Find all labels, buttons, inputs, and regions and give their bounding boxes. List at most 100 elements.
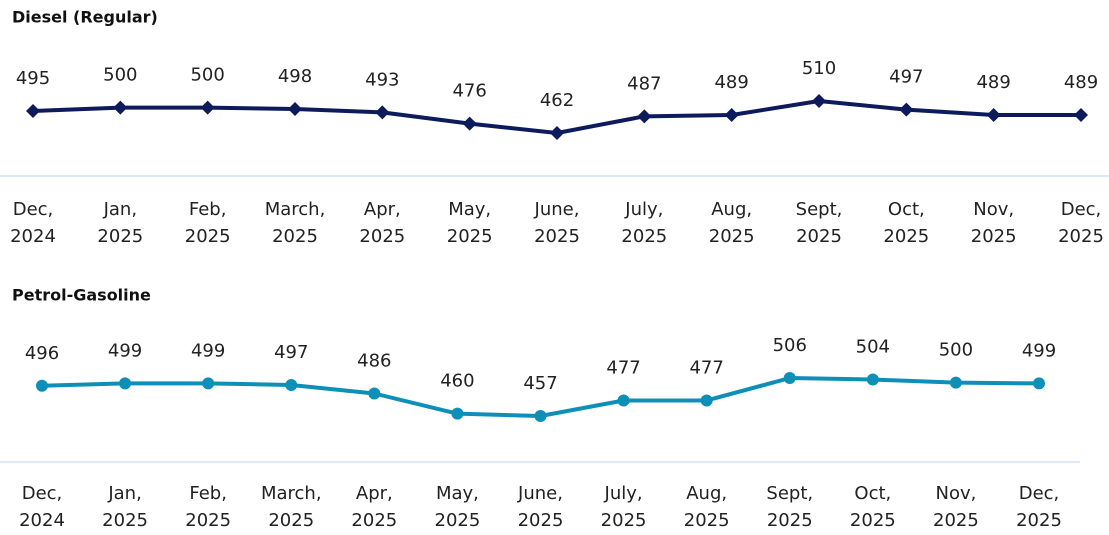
x-tick-label: 2025 — [601, 510, 647, 531]
x-tick-label: 2025 — [1016, 510, 1062, 531]
x-tick-label: 2025 — [268, 510, 314, 531]
marker — [113, 100, 128, 115]
data-label: 500 — [103, 65, 137, 86]
marker — [617, 394, 630, 407]
x-tick-label: March, — [261, 483, 322, 504]
x-tick-label: 2025 — [359, 226, 405, 247]
marker — [36, 379, 48, 392]
x-tick-label: Dec, — [1019, 483, 1060, 504]
data-label: 504 — [856, 337, 890, 358]
x-tick-label: Aug, — [686, 483, 727, 504]
x-tick-label: May, — [436, 483, 479, 504]
data-label: 477 — [606, 357, 640, 378]
data-label: 499 — [191, 340, 225, 361]
marker — [986, 108, 1001, 122]
data-label: 489 — [714, 72, 748, 93]
x-tick-label: 2025 — [709, 226, 755, 247]
x-tick-label: Apr, — [356, 483, 393, 504]
x-tick-label: 2025 — [518, 510, 564, 531]
data-label: 460 — [440, 371, 474, 392]
x-tick-label: 2025 — [1058, 226, 1104, 247]
x-tick-label: Dec, — [13, 199, 54, 220]
x-tick-label: June, — [534, 199, 580, 220]
data-label: 506 — [773, 335, 807, 356]
marker — [637, 109, 652, 124]
x-tick-label: Jan, — [103, 199, 137, 220]
x-tick-label: Oct, — [888, 199, 925, 220]
marker — [119, 377, 132, 390]
x-tick-label: 2025 — [971, 226, 1017, 247]
data-label: 499 — [1022, 340, 1056, 361]
x-tick-label: 2025 — [102, 510, 148, 531]
x-tick-label: Feb, — [189, 483, 227, 504]
data-label: 495 — [16, 68, 50, 89]
x-tick-label: 2025 — [97, 226, 143, 247]
x-tick-label: Nov, — [935, 483, 976, 504]
x-tick-label: 2025 — [796, 226, 842, 247]
data-label: 486 — [357, 351, 391, 372]
data-label: 476 — [452, 81, 486, 102]
x-tick-label: 2025 — [185, 510, 231, 531]
marker — [200, 100, 215, 115]
x-tick-label: July, — [624, 199, 663, 220]
x-tick-label: Aug, — [711, 199, 752, 220]
x-tick-label: July, — [604, 483, 643, 504]
x-tick-label: Oct, — [854, 483, 891, 504]
marker — [462, 116, 477, 131]
x-tick-label: 2025 — [883, 226, 929, 247]
x-tick-label: 2025 — [534, 226, 580, 247]
x-tick-label: 2024 — [19, 510, 65, 531]
x-tick-label: 2025 — [767, 510, 813, 531]
marker — [288, 102, 302, 116]
x-tick-label: 2025 — [435, 510, 481, 531]
x-tick-label: May, — [448, 199, 491, 220]
x-tick-label: 2025 — [933, 510, 979, 531]
data-label: 496 — [25, 343, 59, 364]
data-label: 500 — [939, 340, 973, 361]
marker — [368, 387, 381, 400]
marker — [1033, 377, 1045, 390]
marker — [26, 104, 40, 118]
marker — [812, 94, 826, 108]
data-label: 500 — [190, 65, 224, 86]
marker — [375, 105, 390, 120]
x-tick-label: 2025 — [272, 226, 318, 247]
data-label: 497 — [274, 342, 308, 363]
chart-title: Petrol-Gasoline — [12, 286, 151, 305]
marker — [550, 126, 564, 140]
marker — [866, 373, 879, 386]
x-tick-label: Sept, — [766, 483, 813, 504]
x-tick-label: 2025 — [684, 510, 730, 531]
marker — [724, 108, 739, 122]
x-tick-label: 2025 — [185, 226, 231, 247]
data-label: 477 — [689, 357, 723, 378]
marker — [202, 377, 215, 390]
marker — [1074, 108, 1088, 122]
data-label: 487 — [627, 73, 661, 94]
data-label: 497 — [889, 67, 923, 88]
data-label: 499 — [108, 340, 142, 361]
data-label: 457 — [523, 373, 557, 394]
data-label: 510 — [802, 58, 836, 79]
marker — [899, 102, 914, 117]
x-tick-label: Nov, — [973, 199, 1014, 220]
x-tick-label: Jan, — [107, 483, 141, 504]
data-label: 489 — [976, 72, 1010, 93]
marker — [700, 394, 713, 407]
data-label: 498 — [278, 66, 312, 87]
x-tick-label: Apr, — [364, 199, 401, 220]
data-label: 493 — [365, 69, 399, 90]
x-tick-label: June, — [517, 483, 563, 504]
data-label: 489 — [1064, 72, 1098, 93]
marker — [783, 372, 796, 384]
x-tick-label: Dec, — [1061, 199, 1102, 220]
x-tick-label: Sept, — [796, 199, 843, 220]
marker — [285, 378, 298, 391]
x-tick-label: 2025 — [621, 226, 667, 247]
x-tick-label: 2024 — [10, 226, 56, 247]
x-tick-label: 2025 — [447, 226, 493, 247]
marker — [949, 376, 962, 389]
x-tick-label: Feb, — [189, 199, 227, 220]
x-tick-label: 2025 — [351, 510, 397, 531]
